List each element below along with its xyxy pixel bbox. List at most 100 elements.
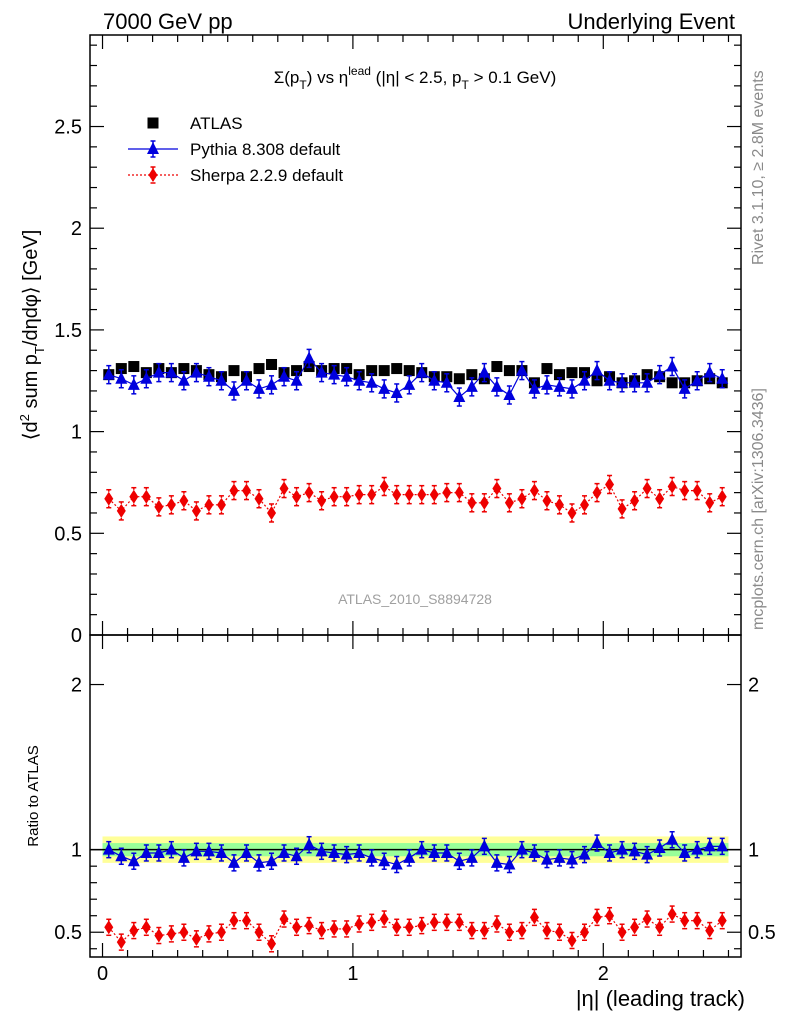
series-line (108, 483, 723, 515)
ratio-point (191, 931, 201, 946)
ratio-series-line (108, 913, 723, 945)
data-point (440, 375, 453, 388)
data-point (179, 493, 189, 508)
ratio-point (515, 842, 528, 855)
data-point (542, 493, 552, 508)
ratio-point (329, 921, 339, 936)
data-point (592, 485, 602, 500)
ratio-point (592, 910, 602, 925)
main-y-axis-label: ⟨d2 sum pT/dηdφ⟩ [GeV] (17, 230, 47, 441)
y-tick-label: 1 (71, 422, 82, 444)
data-point (641, 375, 654, 388)
data-point (165, 365, 178, 378)
legend-item-sherpa-2-2-9-default: Sherpa 2.2.9 default (128, 166, 343, 185)
data-point (116, 503, 126, 518)
ratio-point (703, 839, 716, 852)
ratio-point (467, 923, 477, 938)
data-point (141, 489, 151, 504)
data-point (454, 485, 464, 500)
data-point (667, 479, 677, 494)
ratio-point (628, 844, 641, 857)
data-point (190, 365, 203, 378)
data-point (365, 375, 378, 388)
ratio-point (129, 923, 139, 938)
y-tick-label: 0.5 (54, 523, 82, 545)
data-point (115, 371, 128, 384)
data-point (503, 388, 516, 400)
ratio-point (415, 842, 428, 855)
data-point (265, 377, 278, 390)
ratio-point (567, 933, 577, 948)
data-point (129, 489, 139, 504)
ratio-point (717, 913, 727, 928)
data-point (553, 379, 566, 392)
ratio-point (578, 847, 591, 860)
ratio-point (417, 918, 427, 933)
ratio-point (365, 850, 378, 863)
ratio-point (453, 854, 466, 867)
data-point (254, 491, 264, 506)
ratio-point (716, 839, 729, 852)
data-point (290, 373, 303, 386)
ratio-point (465, 850, 478, 863)
data-point (605, 477, 615, 492)
ratio-point (229, 913, 239, 928)
legend: ATLAS Pythia 8.308 default Sherpa 2.2.9 de… (128, 114, 343, 185)
data-point (166, 497, 176, 512)
ratio-y-tick-label: 1 (71, 840, 82, 862)
ratio-point (591, 836, 604, 849)
data-point (490, 379, 503, 392)
data-point (278, 369, 291, 382)
ratio-point (641, 847, 654, 860)
main-panel-marks (102, 348, 729, 523)
ratio-y-tick-label: 2 (71, 675, 82, 697)
data-point (642, 481, 652, 496)
x-tick-label: 1 (347, 963, 358, 985)
data-point (628, 375, 641, 388)
ratio-point (492, 916, 502, 931)
data-point (392, 487, 402, 502)
ratio-point (179, 925, 189, 940)
ratio-point (177, 850, 190, 863)
ratio-point (390, 857, 403, 870)
data-point (390, 385, 403, 398)
ratio-point (554, 925, 564, 940)
ratio-point (653, 841, 666, 854)
ratio-panel-marks (102, 831, 729, 953)
ratio-point (378, 854, 391, 867)
data-point (529, 483, 539, 498)
data-point (228, 365, 240, 377)
ratio-point (429, 915, 439, 930)
data-point (528, 381, 541, 394)
ratio-point (317, 923, 327, 938)
legend-label: ATLAS (190, 114, 243, 133)
data-point (515, 363, 528, 376)
legend-label: Sherpa 2.2.9 default (190, 166, 343, 185)
ratio-point (603, 845, 616, 858)
y-tick-label: 2 (71, 218, 82, 240)
ratio-y-tick-label-right: 0.5 (748, 922, 776, 944)
ratio-point (340, 847, 353, 860)
data-point (403, 377, 416, 390)
ratio-y-tick-label-right: 1 (748, 840, 759, 862)
data-point (329, 489, 339, 504)
legend-label: Pythia 8.308 default (190, 140, 341, 159)
ratio-series-pythia-8-308-default (102, 831, 729, 874)
data-point (317, 493, 327, 508)
ratio-point (680, 913, 690, 928)
data-point (202, 369, 215, 382)
data-point (128, 361, 140, 373)
data-point (140, 371, 153, 384)
ratio-point (529, 910, 539, 925)
data-point (115, 363, 127, 375)
main-panel: 0.5 1 1.5 2 2.5 0 Σ(pT) vs ηlead (|η| < 2.5, … (17, 34, 742, 647)
ratio-point (478, 839, 491, 852)
ratio-point (655, 920, 665, 935)
data-point (591, 363, 604, 376)
data-point (266, 358, 278, 370)
data-point (717, 489, 727, 504)
ratio-point (379, 912, 389, 927)
ratio-point (265, 854, 278, 867)
ratio-point (190, 844, 203, 857)
ratio-point (354, 916, 364, 931)
